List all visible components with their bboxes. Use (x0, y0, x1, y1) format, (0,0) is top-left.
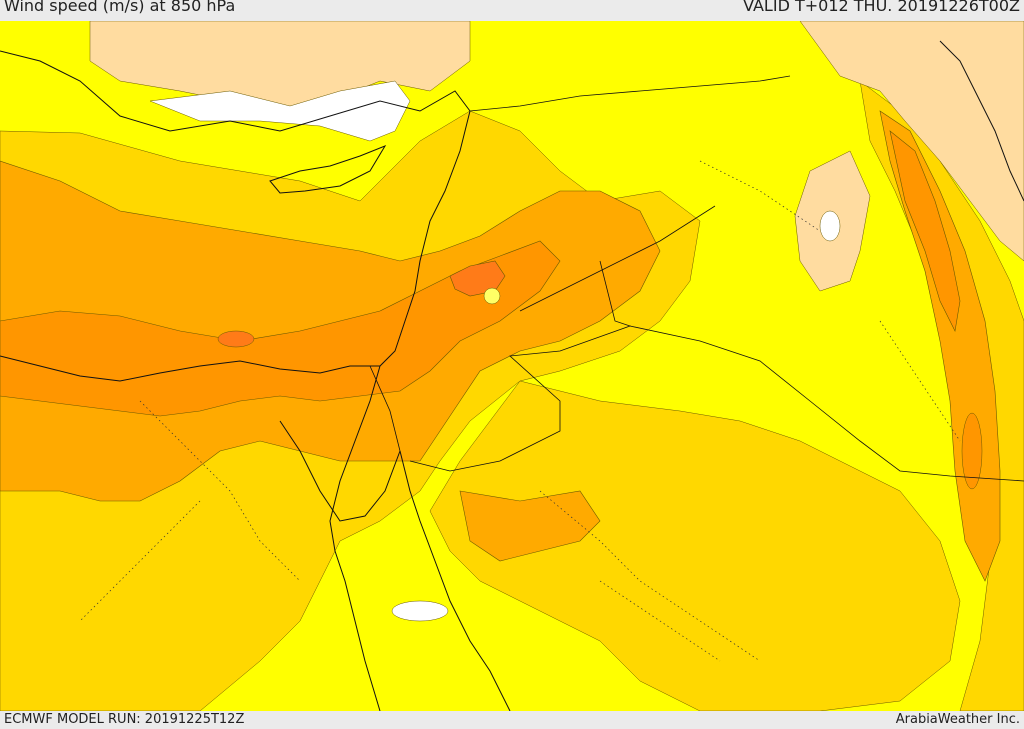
moderate-wind-zone-southeast (429, 380, 961, 711)
border-saudi-iraq (629, 325, 1024, 482)
coastline-north-africa (0, 355, 380, 382)
calm-zone-red-sea (391, 600, 449, 622)
calm-zone-iraq (819, 210, 841, 242)
coastline-red-sea-west (329, 365, 381, 711)
strong-wind-core-east (889, 130, 961, 332)
coastline-sinai (279, 420, 401, 522)
coastline-levant (379, 110, 471, 367)
strong-wind-core-west (0, 240, 561, 417)
map-title: Wind speed (m/s) at 850 hPa (4, 0, 236, 15)
map-canvas (0, 21, 1024, 711)
admin-lines (79, 160, 961, 662)
fresh-wind-band-south (459, 490, 601, 562)
coastline-cyprus (269, 144, 387, 194)
wind-speed-map (0, 21, 1024, 711)
light-wind-zone-northeast (799, 21, 1024, 262)
border-jordan-saudi (409, 260, 632, 472)
valid-time: VALID T+012 THU. 20191226T00Z (743, 0, 1020, 15)
strong-wind-core-levant (449, 260, 506, 297)
footer-bar: ECMWF MODEL RUN: 20191225T12Z ArabiaWeat… (0, 711, 1024, 729)
light-cell-levant (483, 287, 501, 305)
coastline-turkey (0, 50, 471, 132)
border-turkey-syria (469, 75, 791, 112)
border-egypt-libya (369, 365, 401, 452)
model-run-label: ECMWF MODEL RUN: 20191225T12Z (4, 712, 245, 727)
calm-zone-sea (149, 80, 411, 142)
title-bar: Wind speed (m/s) at 850 hPa VALID T+012 … (0, 0, 1024, 21)
strong-cell-east-south (961, 412, 983, 490)
coastline-red-sea-east (399, 450, 511, 711)
very-strong-cell-1 (217, 330, 255, 348)
coastline-gulf (939, 40, 1024, 202)
credit-label: ArabiaWeather Inc. (895, 712, 1020, 727)
border-iraq-syria (519, 205, 716, 312)
